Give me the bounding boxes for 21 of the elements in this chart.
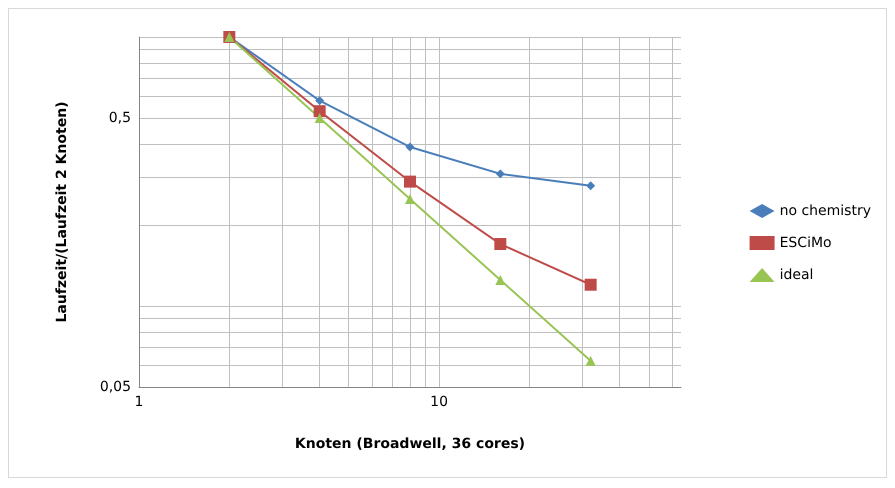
point [496,169,505,178]
y-axis-title: Laufzeit/(Laufzeit 2 Knoten) [54,101,70,323]
legend-label: no chemistry [780,203,872,219]
x-tick-label: 10 [430,394,448,410]
y-tick-label: 0,05 [100,379,131,395]
point [586,181,596,190]
point [584,278,597,291]
x-axis-title: Knoten (Broadwell, 36 cores) [294,436,526,452]
legend-label: ideal [780,267,814,283]
point [314,105,326,118]
y-tick-label: 0,5 [108,110,131,126]
point [405,194,415,204]
point [314,112,325,123]
point [315,96,324,106]
point [586,356,596,366]
point [495,274,506,285]
point [406,142,414,152]
point [494,238,506,250]
legend-label: ESCiMo [780,235,832,251]
point [404,176,416,188]
x-tick-label: 1 [134,394,144,410]
